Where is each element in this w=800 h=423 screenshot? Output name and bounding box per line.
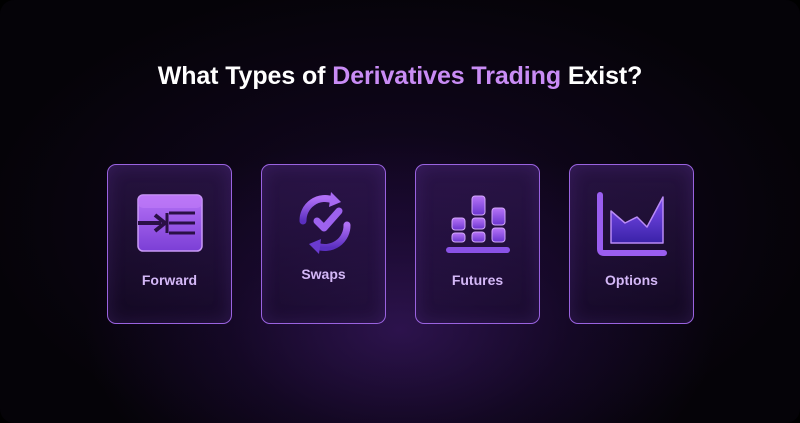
- card-futures: Futures: [415, 164, 540, 324]
- card-label-forward: Forward: [141, 272, 198, 288]
- title-accent: Derivatives Trading: [332, 62, 561, 90]
- card-label-options: Options: [605, 272, 658, 288]
- title-prefix: What Types of: [157, 62, 333, 90]
- card-label-swaps: Swaps: [301, 266, 346, 282]
- card-label-futures: Futures: [451, 272, 504, 288]
- swap-cycle-check-icon: [299, 192, 351, 254]
- card-swaps: Swaps: [261, 164, 386, 324]
- forward-arrow-box-icon: [137, 194, 203, 252]
- page-title: What Types of Derivatives Trading Exist?: [0, 62, 800, 91]
- title-suffix: Exist?: [561, 62, 643, 90]
- card-options: Options: [569, 164, 694, 324]
- card-forward: Forward: [107, 164, 232, 324]
- area-chart-icon: [597, 192, 667, 256]
- bar-stack-icon: [446, 195, 510, 253]
